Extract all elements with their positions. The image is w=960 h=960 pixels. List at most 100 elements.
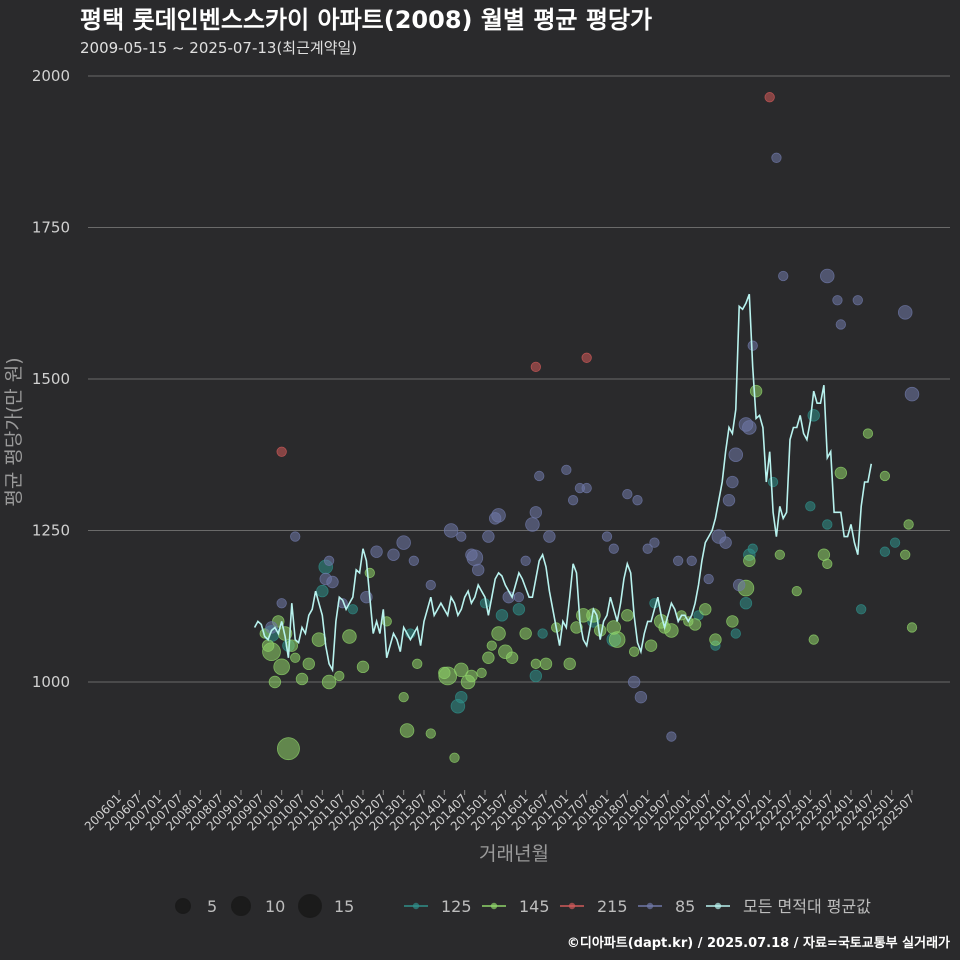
- series-legend-dot: [568, 902, 576, 910]
- point-145: [530, 658, 541, 669]
- point-145: [438, 666, 458, 686]
- point-145: [628, 646, 640, 657]
- point-145: [709, 633, 722, 646]
- point-85: [408, 555, 419, 566]
- x-axis-label: 거래년월: [479, 843, 549, 865]
- point-125: [495, 609, 509, 622]
- size-legend-circle: [175, 898, 191, 914]
- point-125: [347, 604, 358, 615]
- point-85: [513, 592, 525, 603]
- point-85: [649, 537, 660, 548]
- point-145: [482, 651, 495, 664]
- size-legend-label: 15: [334, 897, 354, 916]
- point-85: [466, 549, 484, 567]
- point-85: [567, 495, 579, 506]
- point-125: [856, 604, 867, 615]
- point-145: [906, 622, 918, 633]
- point-85: [820, 268, 835, 284]
- point-85: [642, 543, 653, 554]
- point-145: [465, 669, 478, 683]
- point-85: [742, 420, 757, 435]
- grid: [88, 75, 950, 683]
- point-145: [356, 660, 370, 674]
- point-125: [316, 584, 329, 598]
- point-85: [543, 530, 556, 543]
- point-145: [342, 629, 357, 644]
- point-125: [805, 501, 816, 512]
- point-145: [879, 470, 891, 482]
- point-145: [302, 657, 315, 671]
- point-85: [370, 545, 383, 558]
- point-125: [807, 409, 820, 422]
- size-legend-label: 10: [265, 897, 285, 916]
- point-125: [879, 546, 891, 557]
- point-145: [743, 554, 756, 568]
- point-85: [601, 531, 613, 542]
- series-legend-dot: [714, 902, 722, 910]
- point-215: [581, 352, 592, 363]
- y-tick-label: 1750: [32, 219, 70, 237]
- point-85: [904, 386, 920, 402]
- point-215: [530, 361, 541, 373]
- point-85: [627, 675, 641, 689]
- point-145: [268, 675, 282, 689]
- point-145: [862, 428, 874, 439]
- series-legend-label: 215: [597, 897, 628, 916]
- series-legend-dot: [412, 902, 420, 910]
- point-145: [749, 384, 763, 398]
- point-85: [747, 340, 758, 351]
- point-145: [900, 549, 911, 560]
- point-85: [778, 270, 789, 282]
- point-85: [622, 488, 633, 500]
- x-tick-labels: 2006012006072007012007072008012008072009…: [82, 790, 917, 834]
- series-legend-label: 125: [441, 897, 472, 916]
- point-145: [570, 621, 583, 634]
- point-125: [455, 690, 468, 704]
- point-145: [903, 519, 914, 530]
- point-145: [608, 631, 626, 648]
- point-145: [822, 558, 833, 569]
- footer-source: ©디아파트(dapt.kr) / 2025.07.18 / 자료=국토교통부 실…: [567, 935, 950, 951]
- point-125: [747, 543, 758, 554]
- point-85: [581, 482, 592, 494]
- scatter-points: [259, 92, 920, 763]
- point-125: [537, 628, 548, 639]
- y-tick-label: 1500: [32, 370, 70, 388]
- series-legend-dot: [646, 902, 654, 910]
- point-85: [673, 555, 684, 566]
- point-125: [512, 603, 526, 616]
- point-85: [666, 731, 677, 742]
- point-85: [608, 543, 619, 554]
- point-215: [764, 92, 775, 103]
- size-legend-circle: [231, 896, 251, 916]
- point-85: [396, 535, 411, 550]
- point-125: [767, 476, 779, 488]
- point-145: [321, 674, 337, 690]
- point-145: [563, 657, 576, 671]
- y-tick-label: 2000: [32, 67, 70, 85]
- point-85: [703, 573, 714, 585]
- point-85: [728, 447, 744, 462]
- point-145: [398, 692, 409, 703]
- point-145: [688, 618, 702, 631]
- point-85: [732, 578, 746, 592]
- point-85: [387, 548, 400, 561]
- series-legend-label: 모든 면적대 평균값: [743, 897, 871, 916]
- point-125: [739, 597, 753, 610]
- point-85: [326, 575, 339, 589]
- point-85: [443, 523, 459, 538]
- point-145: [486, 640, 497, 651]
- point-85: [425, 579, 436, 591]
- average-line: [253, 293, 873, 673]
- point-145: [644, 639, 658, 652]
- point-145: [290, 652, 301, 663]
- point-85: [520, 555, 531, 566]
- point-85: [525, 517, 540, 532]
- point-85: [290, 531, 301, 542]
- point-145: [519, 627, 532, 640]
- point-85: [832, 295, 843, 306]
- point-145: [491, 626, 506, 641]
- chart-subtitle: 2009-05-15 ~ 2025-07-13(최근계약일): [80, 39, 357, 57]
- point-85: [852, 295, 863, 306]
